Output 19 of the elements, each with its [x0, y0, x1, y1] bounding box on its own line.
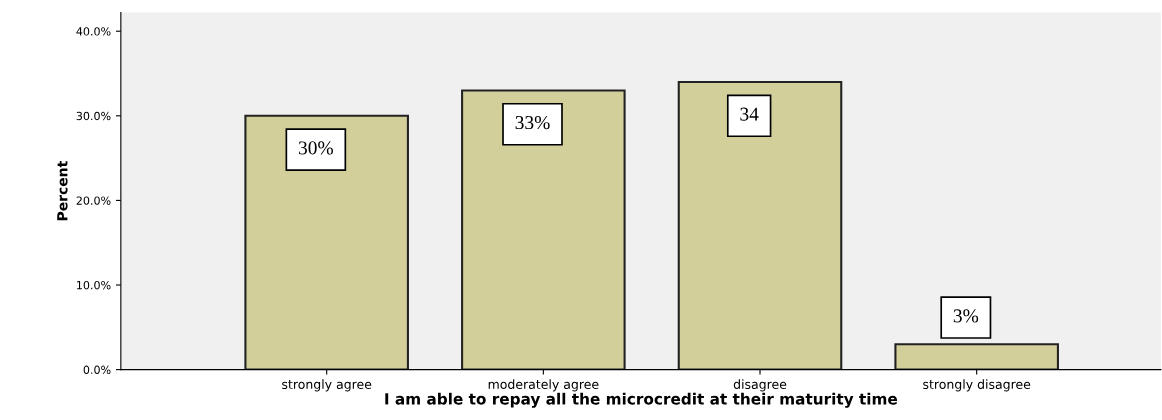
data-label: 34: [740, 107, 759, 121]
data-label: 30%: [298, 141, 333, 155]
data-label: 3%: [953, 309, 979, 323]
x-tick-label: strongly disagree: [923, 379, 1031, 392]
x-axis-title: I am able to repay all the microcredit at their maturity time: [385, 392, 898, 408]
bar: [894, 343, 1059, 370]
x-tick-label: disagree: [733, 379, 787, 392]
x-tick-label: moderately agree: [488, 379, 599, 392]
y-tick-label: 10.0%: [77, 280, 111, 290]
bar: [677, 80, 843, 370]
data-label: 33%: [515, 115, 550, 130]
y-tick-label: 0.0%: [83, 365, 111, 374]
bar: [244, 114, 409, 370]
bar: [461, 89, 626, 370]
x-tick-label: strongly agree: [282, 379, 372, 392]
y-tick-label: 20.0%: [76, 196, 111, 205]
y-tick-label: 40.0%: [76, 27, 111, 36]
y-axis-title: Percent: [57, 161, 68, 221]
y-tick-label: 30.0%: [76, 111, 111, 121]
